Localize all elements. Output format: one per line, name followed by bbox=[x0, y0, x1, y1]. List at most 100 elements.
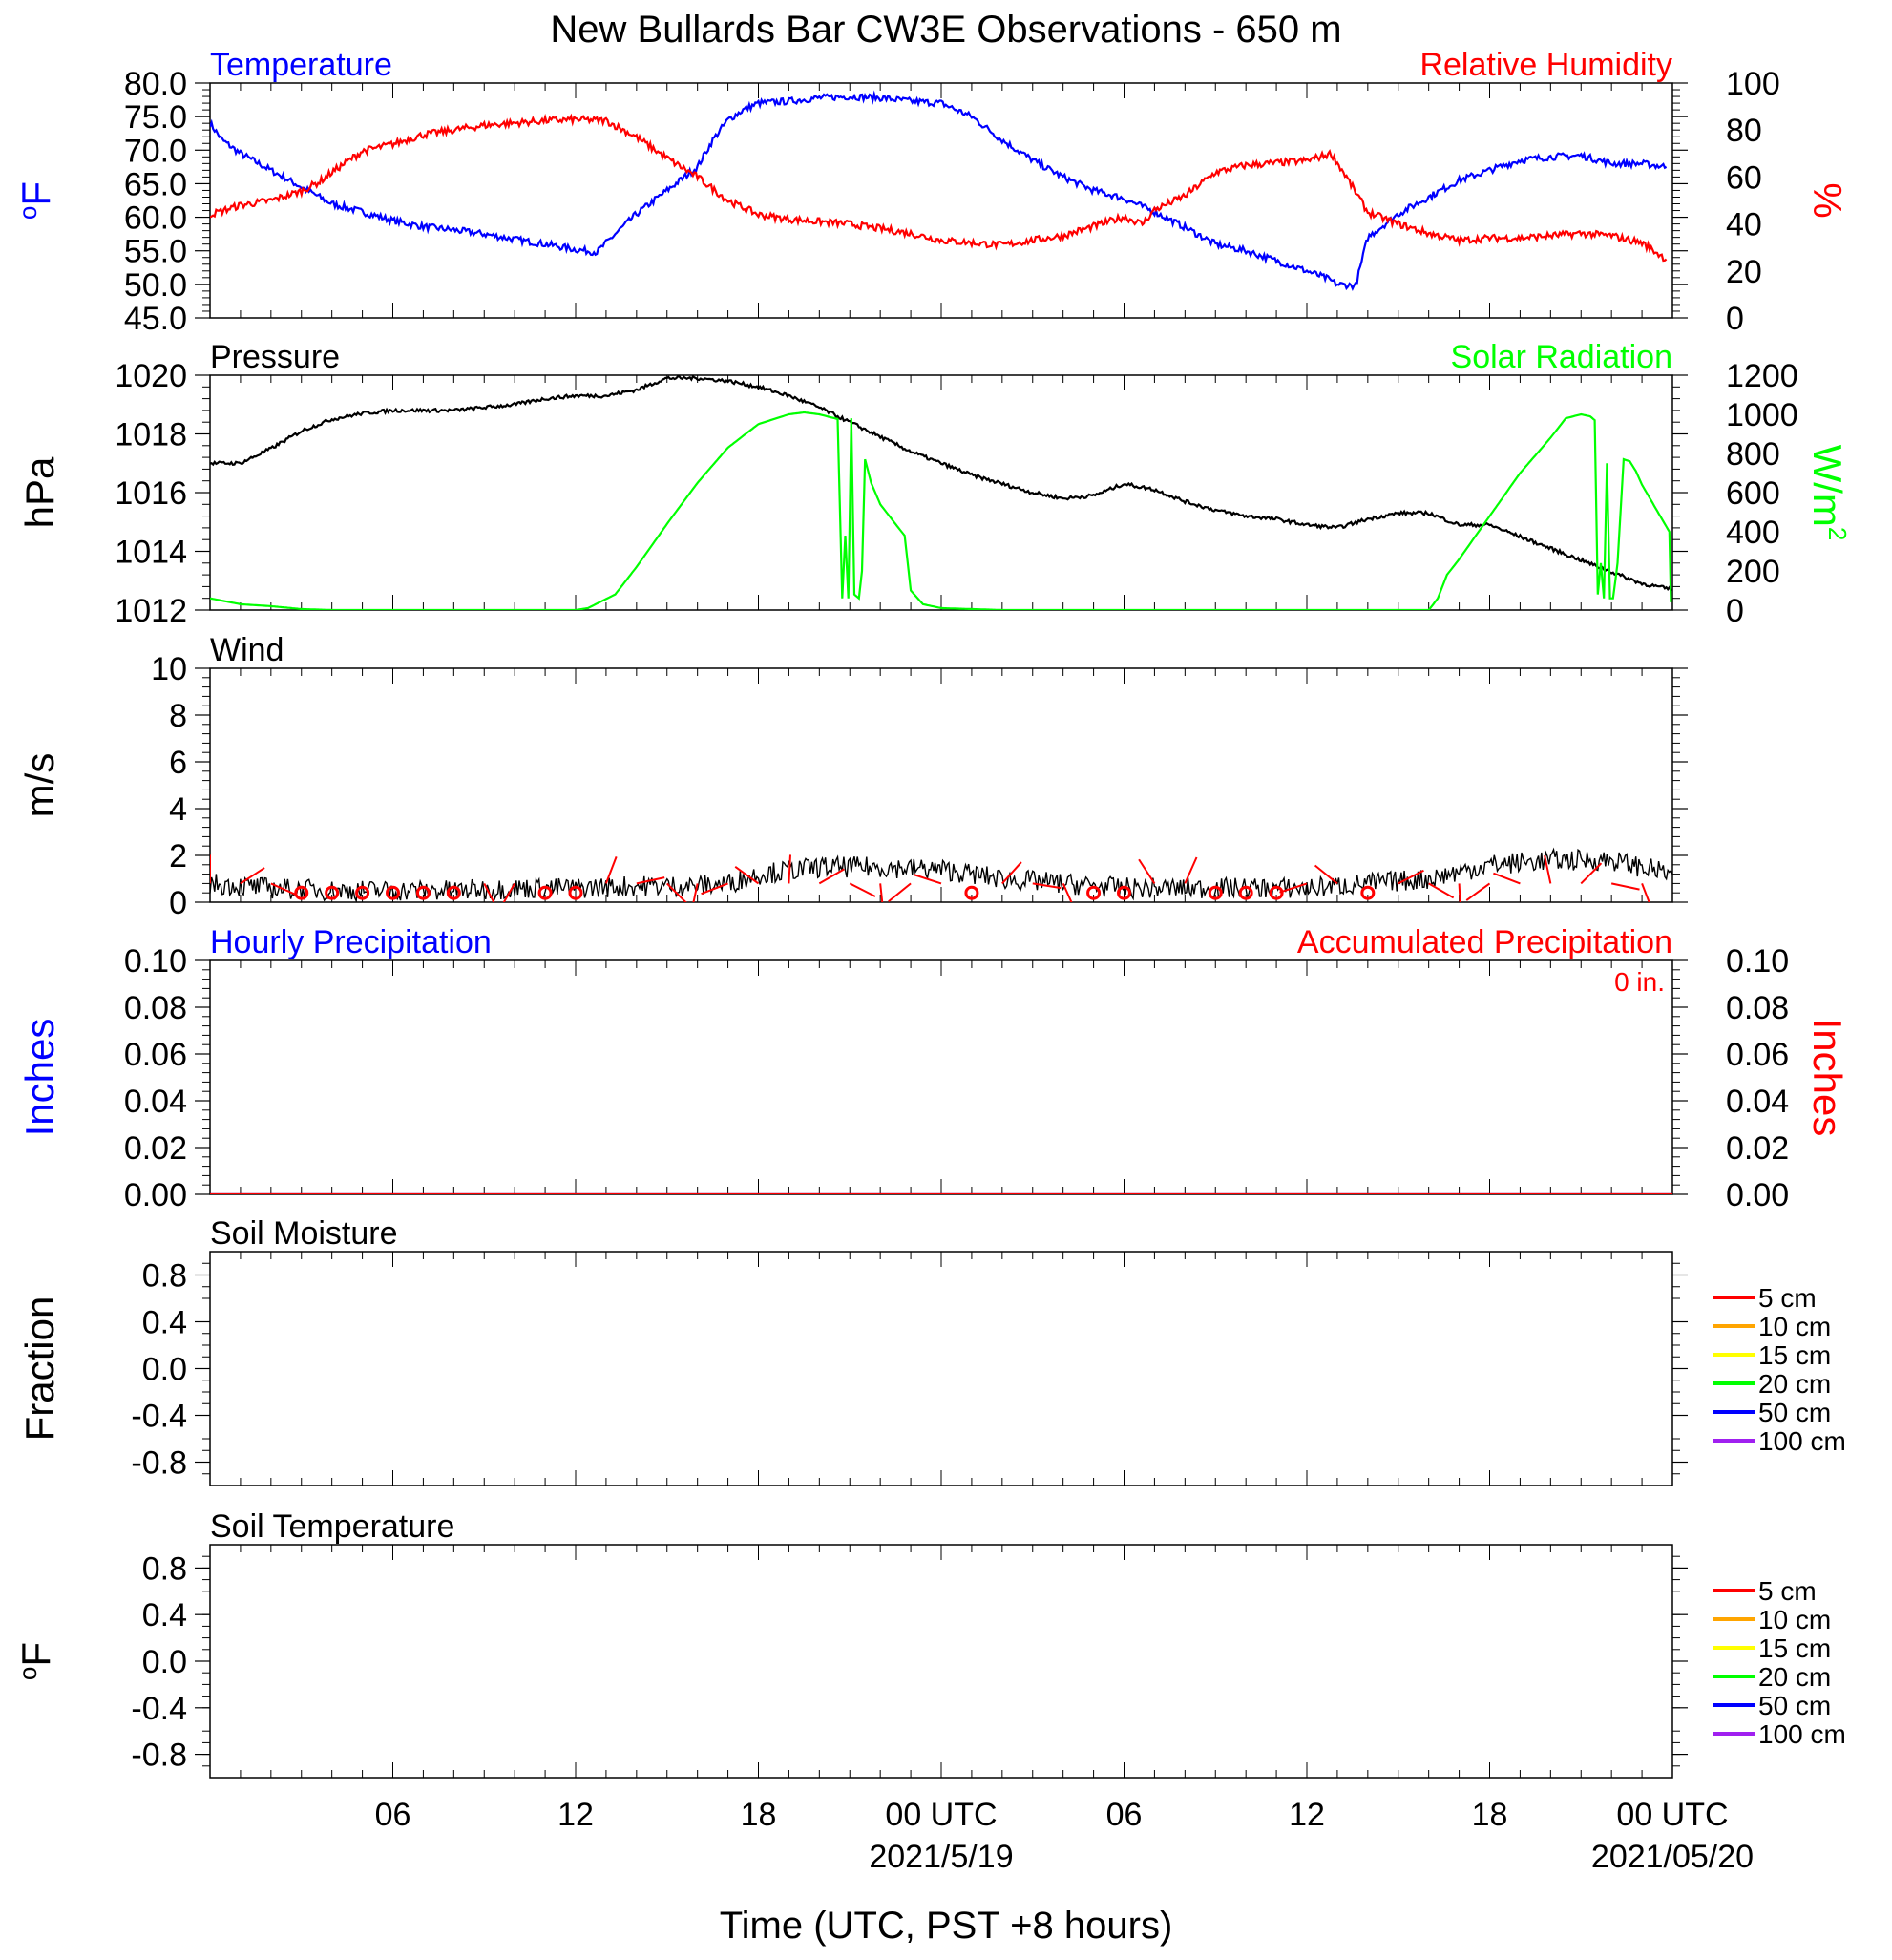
y-tick-label-left: -0.8 bbox=[131, 1738, 187, 1774]
wind-barb bbox=[1032, 882, 1062, 890]
legend-label: 10 cm bbox=[1758, 1312, 1831, 1341]
wind-barb bbox=[1062, 882, 1073, 902]
unit-sup: 2 bbox=[1823, 527, 1852, 540]
unit-base: W/m bbox=[1805, 445, 1850, 527]
degree-unit: F bbox=[13, 181, 58, 206]
wind-barb bbox=[1544, 854, 1552, 884]
x-tick-date-label: 2021/05/20 bbox=[1591, 1839, 1754, 1875]
y-tick-label-left: 0.8 bbox=[142, 1550, 187, 1587]
wind-barb bbox=[849, 882, 876, 897]
y-tick-label-left: 50.0 bbox=[124, 267, 187, 304]
y-tick-label-left: 10 bbox=[151, 651, 187, 687]
y-axis-label-left: m/s bbox=[17, 753, 62, 818]
calm-wind-marker bbox=[537, 885, 553, 900]
wind-barb bbox=[1184, 856, 1198, 884]
panel-title-left: Temperature bbox=[210, 47, 392, 83]
y-tick-label-left: 1018 bbox=[115, 417, 187, 453]
calm-wind-marker bbox=[568, 885, 583, 900]
wind-barb bbox=[1641, 883, 1650, 902]
y-tick-label-right: 800 bbox=[1726, 436, 1780, 473]
x-tick-label: 06 bbox=[1106, 1797, 1143, 1833]
series-line-pressure bbox=[210, 375, 1672, 592]
legend-label: 50 cm bbox=[1758, 1691, 1831, 1720]
y-tick-label-right: 100 bbox=[1726, 66, 1780, 102]
wind-barb bbox=[483, 882, 495, 902]
wind-barb bbox=[270, 882, 298, 896]
panel-title-right: Relative Humidity bbox=[1419, 47, 1672, 83]
calm-wind-marker bbox=[1360, 885, 1376, 900]
y-tick-label-left: 0 bbox=[169, 885, 187, 921]
wind-barb bbox=[636, 876, 665, 885]
wind-barb bbox=[879, 883, 884, 902]
calm-wind-marker bbox=[1086, 885, 1102, 900]
y-tick-label-left: 80.0 bbox=[124, 66, 187, 102]
y-tick-label-right: 0.02 bbox=[1726, 1130, 1789, 1167]
wind-barb bbox=[240, 867, 265, 885]
y-tick-label-left: 0.0 bbox=[142, 1644, 187, 1680]
y-tick-label-right: 60 bbox=[1726, 159, 1762, 196]
y-tick-label-left: 4 bbox=[169, 791, 187, 828]
legend-label: 50 cm bbox=[1758, 1398, 1831, 1427]
legend-label: 5 cm bbox=[1758, 1576, 1817, 1606]
y-tick-label-right: 40 bbox=[1726, 207, 1762, 243]
panel-pressure-solar: 1012 1014 1016 1018 1020 02004006008001000120… bbox=[17, 339, 1852, 629]
y-tick-label-left: 0.10 bbox=[124, 943, 187, 980]
wind-barb bbox=[701, 882, 728, 896]
legend-label: 20 cm bbox=[1758, 1369, 1831, 1399]
series-layer bbox=[210, 847, 1672, 902]
y-tick-label-left: 0.02 bbox=[124, 1130, 187, 1167]
y-tick-label-right: 20 bbox=[1726, 254, 1762, 290]
y-tick-label-left: 0.4 bbox=[142, 1597, 187, 1633]
y-tick-label-left: 2 bbox=[169, 838, 187, 875]
y-axis-label-left: hPa bbox=[17, 456, 62, 528]
y-axis-label-left: Fraction bbox=[17, 1296, 62, 1442]
y-tick-label-left: 1014 bbox=[115, 535, 187, 571]
wind-barb bbox=[1138, 858, 1156, 884]
y-tick-label-left: 1016 bbox=[115, 475, 187, 512]
calm-wind-marker bbox=[355, 885, 370, 900]
series-line-temperature bbox=[210, 90, 1668, 292]
wind-barb bbox=[502, 882, 516, 902]
y-tick-label-left: 0.04 bbox=[124, 1084, 187, 1120]
y-tick-label-left: 0.0 bbox=[142, 1352, 187, 1388]
series-layer bbox=[210, 90, 1668, 292]
degree-unit: F bbox=[13, 1642, 58, 1667]
calm-wind-marker bbox=[294, 885, 309, 900]
calm-wind-marker bbox=[415, 885, 431, 900]
y-axis-label-right: % bbox=[1805, 182, 1850, 218]
wind-barb bbox=[734, 865, 760, 885]
panel-temperature-humidity: 45.050.055.060.065.070.075.080.0 0 20 40 60 8… bbox=[13, 47, 1850, 337]
panel-precipitation: 0.00 0.02 0.04 0.06 0.08 0.10 0.00 0.02 0.04 0.06… bbox=[17, 924, 1850, 1213]
y-tick-label-left: 0.06 bbox=[124, 1037, 187, 1073]
y-axis-label-right: Inches bbox=[1805, 1019, 1850, 1137]
panel-title-left: Soil Temperature bbox=[210, 1508, 454, 1545]
y-tick-label-left: -0.8 bbox=[131, 1445, 187, 1482]
wind-barb bbox=[1465, 882, 1491, 901]
x-tick-label: 00 UTC bbox=[1616, 1797, 1728, 1833]
panel-title-left: Pressure bbox=[210, 339, 340, 375]
wind-barb bbox=[1314, 864, 1338, 885]
y-axis-label-right: W/m2 bbox=[1805, 445, 1852, 541]
wind-barb bbox=[692, 883, 699, 902]
x-tick-date-label: 2021/5/19 bbox=[869, 1839, 1013, 1875]
wind-barb bbox=[818, 868, 845, 885]
y-tick-label-right: 0 bbox=[1726, 301, 1744, 337]
y-tick-label-left: 6 bbox=[169, 745, 187, 781]
y-tick-label-right: 400 bbox=[1726, 515, 1780, 551]
wind-barb bbox=[1398, 869, 1424, 885]
wind-barb bbox=[1610, 882, 1640, 891]
x-tick-label: 18 bbox=[741, 1797, 777, 1833]
y-tick-label-left: 8 bbox=[169, 698, 187, 734]
calm-wind-marker bbox=[386, 885, 400, 900]
wind-barb bbox=[666, 882, 687, 902]
y-tick-label-right: 0.00 bbox=[1726, 1177, 1789, 1213]
y-tick-label-left: 65.0 bbox=[124, 166, 187, 202]
wind-barb bbox=[888, 882, 912, 902]
calm-wind-marker bbox=[1269, 885, 1284, 900]
wind-barb bbox=[1001, 861, 1022, 885]
calm-wind-marker bbox=[325, 885, 340, 900]
series-line-relative-humidity bbox=[210, 113, 1668, 263]
legend-label: 10 cm bbox=[1758, 1605, 1831, 1634]
